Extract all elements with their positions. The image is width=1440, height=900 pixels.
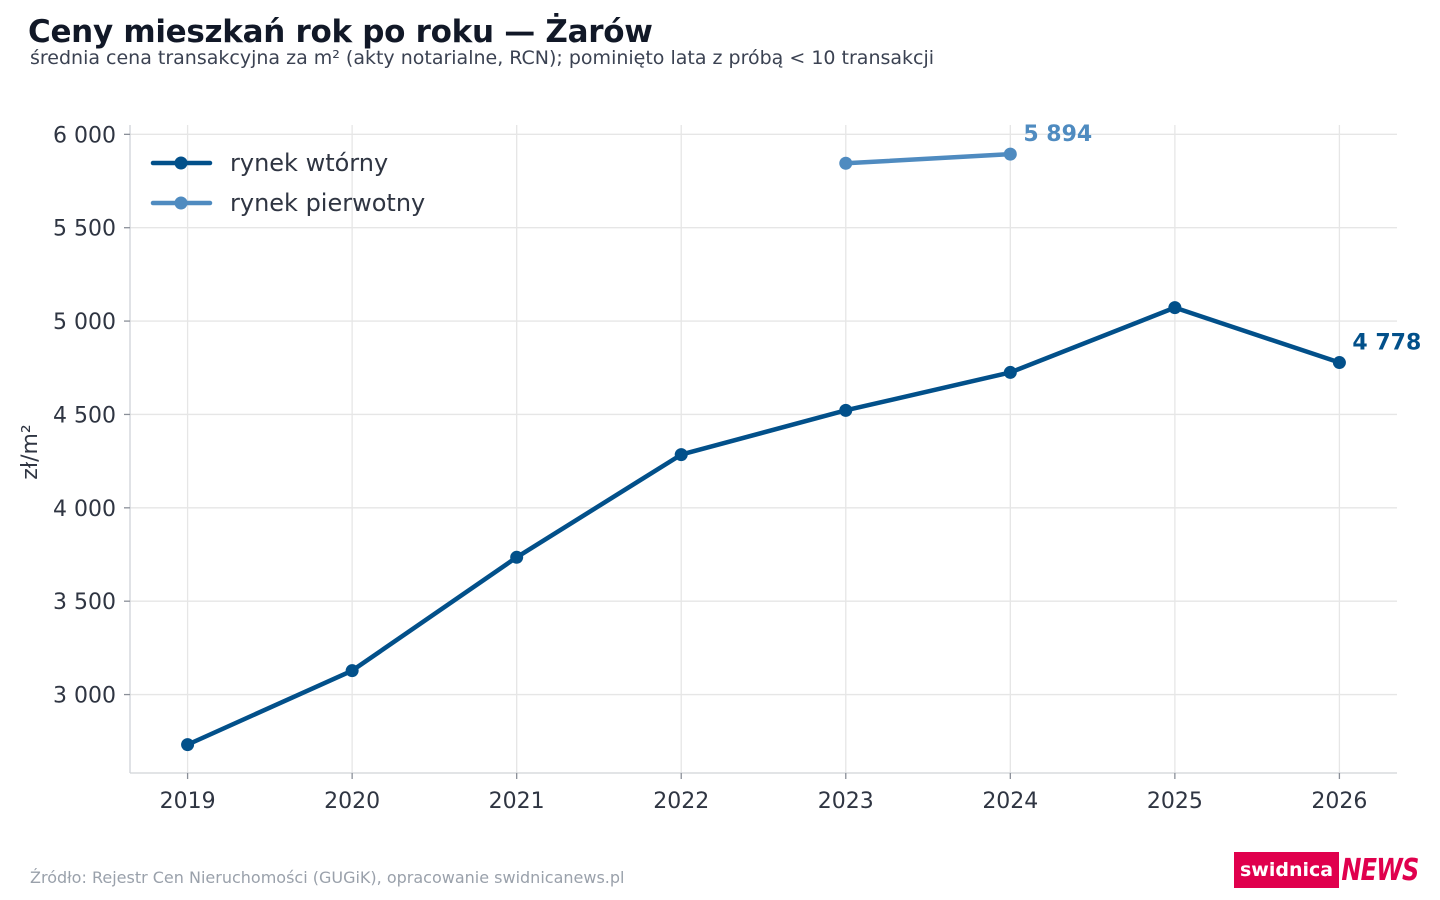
y-tick-label: 3 500 bbox=[53, 590, 116, 615]
series-line-0 bbox=[185, 305, 1342, 747]
data-point bbox=[839, 403, 853, 417]
y-tick-label: 5 000 bbox=[53, 310, 116, 335]
series-line-1 bbox=[843, 151, 1013, 166]
data-point bbox=[1003, 365, 1017, 379]
x-tick-label: 2026 bbox=[1311, 789, 1367, 814]
legend-label: rynek wtórny bbox=[230, 149, 388, 177]
legend-label: rynek pierwotny bbox=[230, 189, 425, 217]
end-value-label: 4 778 bbox=[1352, 331, 1421, 356]
y-axis-label: zł/m² bbox=[18, 424, 43, 479]
y-tick-label: 4 500 bbox=[53, 403, 116, 428]
source-note: Źródło: Rejestr Cen Nieruchomości (GUGiK… bbox=[30, 868, 625, 887]
data-point bbox=[181, 738, 195, 752]
logo-part-2: NEWS bbox=[1341, 852, 1420, 888]
y-ticks: 3 000 3 500 4 000 4 500 5 000 5 500 6 000 bbox=[53, 123, 130, 709]
series-lines bbox=[181, 147, 1346, 752]
publisher-logo: swidnica NEWS bbox=[1234, 852, 1438, 888]
x-tick-label: 2024 bbox=[982, 789, 1038, 814]
x-tick-label: 2019 bbox=[160, 789, 216, 814]
data-point bbox=[839, 156, 853, 170]
end-labels: 4 778 5 894 bbox=[1023, 122, 1421, 355]
end-value-label: 5 894 bbox=[1023, 122, 1092, 147]
x-tick-label: 2020 bbox=[324, 789, 380, 814]
x-tick-label: 2021 bbox=[489, 789, 545, 814]
legend: rynek wtórny rynek pierwotny bbox=[150, 149, 425, 217]
x-ticks: 2019 2020 2021 2022 2023 2024 2025 2026 bbox=[160, 773, 1367, 814]
data-point bbox=[674, 448, 688, 462]
logo-part-1: swidnica bbox=[1234, 852, 1340, 888]
data-point bbox=[1332, 356, 1346, 370]
data-point bbox=[1003, 147, 1017, 161]
x-tick-label: 2023 bbox=[818, 789, 874, 814]
axes bbox=[129, 125, 1397, 774]
x-tick-label: 2022 bbox=[653, 789, 709, 814]
data-point bbox=[1168, 301, 1182, 315]
y-tick-label: 6 000 bbox=[53, 123, 116, 148]
legend-swatch-marker bbox=[174, 196, 188, 210]
y-tick-label: 4 000 bbox=[53, 497, 116, 522]
data-point bbox=[510, 550, 524, 564]
x-tick-label: 2025 bbox=[1147, 789, 1203, 814]
chart-subtitle: średnia cena transakcyjna za m² (akty no… bbox=[30, 47, 935, 69]
y-tick-label: 5 500 bbox=[53, 217, 116, 242]
data-point bbox=[345, 664, 359, 678]
chart-title: Ceny mieszkań rok po roku — Żarów bbox=[28, 14, 653, 50]
legend-swatch-marker bbox=[174, 156, 188, 170]
y-tick-label: 3 000 bbox=[53, 684, 116, 709]
grid bbox=[130, 125, 1397, 773]
